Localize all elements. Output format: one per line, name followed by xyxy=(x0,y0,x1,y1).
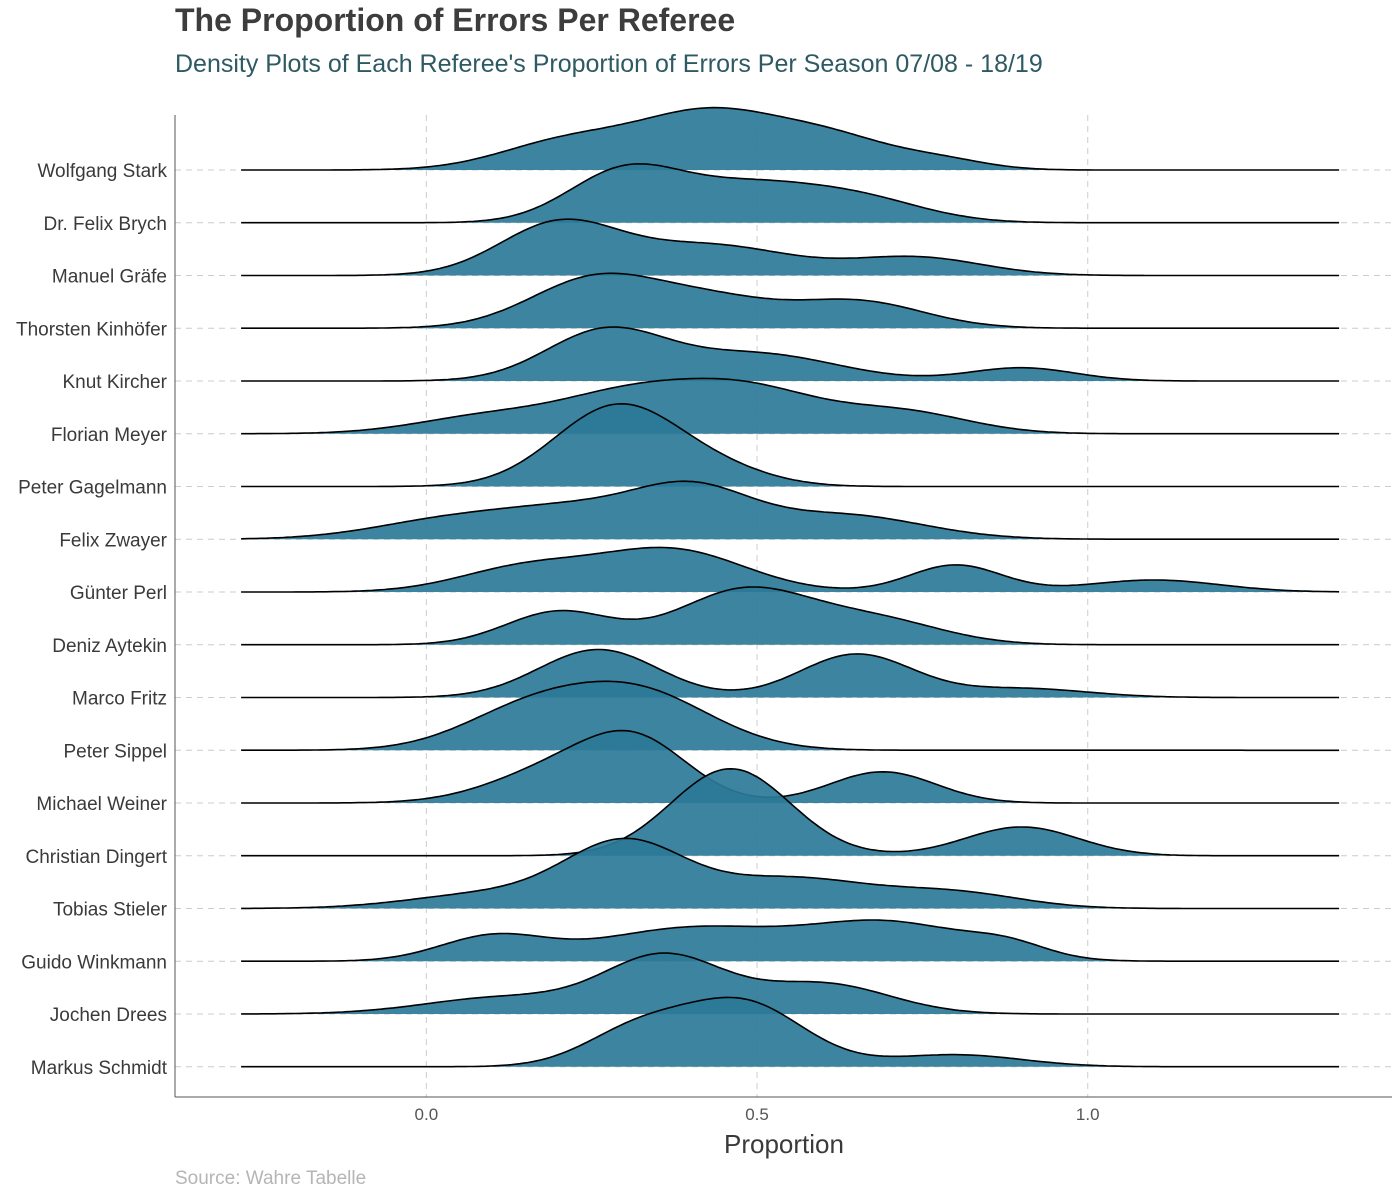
source-caption: Source: Wahre Tabelle xyxy=(175,1168,367,1189)
density-line xyxy=(241,272,1340,329)
density-line xyxy=(241,996,1340,1068)
density-line xyxy=(241,163,1340,224)
ridge-11 xyxy=(241,680,1340,752)
density-area xyxy=(241,768,1340,856)
density-area xyxy=(241,953,1340,1014)
ridge-12 xyxy=(241,729,1340,804)
y-tick-label: Felix Zwayer xyxy=(59,530,167,551)
y-tick-label: Florian Meyer xyxy=(51,425,168,446)
y-tick-label: Jochen Drees xyxy=(50,1005,167,1026)
y-tick-label: Guido Winkmann xyxy=(21,952,167,973)
density-line xyxy=(241,952,1340,1015)
y-tick-label: Knut Kircher xyxy=(62,372,167,393)
density-line xyxy=(241,402,1340,488)
density-line xyxy=(241,729,1340,804)
chart-subtitle: Density Plots of Each Referee's Proporti… xyxy=(175,50,1043,78)
density-line xyxy=(241,480,1340,540)
density-area xyxy=(241,587,1340,645)
ridge-14 xyxy=(241,837,1340,910)
ridge-9 xyxy=(241,586,1340,646)
y-tick-labels: Wolfgang Stark Dr. Felix Brych Manuel Gräf… xyxy=(16,161,168,1079)
ridge-10 xyxy=(241,648,1340,699)
ridge-2 xyxy=(241,218,1340,277)
ridge-3 xyxy=(241,272,1340,329)
ridge-13 xyxy=(241,767,1340,857)
y-tick-label: Wolfgang Stark xyxy=(37,161,167,182)
y-tick-label: Markus Schmidt xyxy=(31,1058,168,1079)
x-tick-label: 0.0 xyxy=(415,1105,439,1124)
y-tick-label: Dr. Felix Brych xyxy=(43,214,167,235)
y-tick-label: Manuel Gräfe xyxy=(52,267,167,288)
density-line xyxy=(241,919,1340,962)
density-area xyxy=(241,378,1340,434)
y-tick-label: Christian Dingert xyxy=(26,847,168,868)
density-area xyxy=(241,649,1340,698)
y-tick-label: Michael Weiner xyxy=(36,794,167,815)
ridge-16 xyxy=(241,952,1340,1015)
density-line xyxy=(241,837,1340,910)
y-tick-label: Günter Perl xyxy=(70,583,167,604)
ridge-7 xyxy=(241,480,1340,540)
density-line xyxy=(241,326,1340,382)
y-tick-label: Peter Sippel xyxy=(63,741,167,762)
density-area xyxy=(241,681,1340,751)
ridge-6 xyxy=(241,402,1340,488)
density-area xyxy=(241,730,1340,803)
density-area xyxy=(241,107,1340,170)
density-area xyxy=(241,838,1340,909)
density-line xyxy=(241,546,1340,593)
density-area xyxy=(241,273,1340,329)
x-tick-labels: 0.0 0.5 1.0 xyxy=(415,1105,1100,1124)
density-line xyxy=(241,767,1340,857)
density-area xyxy=(241,163,1340,223)
density-area xyxy=(241,219,1340,276)
density-line xyxy=(241,680,1340,752)
density-area xyxy=(241,997,1340,1067)
density-line xyxy=(241,218,1340,277)
y-tick-label: Thorsten Kinhöfer xyxy=(16,319,168,340)
ridge-15 xyxy=(241,919,1340,962)
ridge-4 xyxy=(241,326,1340,382)
x-tick-label: 0.5 xyxy=(745,1105,769,1124)
y-tick-label: Tobias Stieler xyxy=(53,900,168,921)
y-tick-label: Deniz Aytekin xyxy=(52,636,167,657)
density-line xyxy=(241,648,1340,699)
ridge-0 xyxy=(241,106,1340,171)
axes xyxy=(174,115,1392,1098)
ridge-5 xyxy=(241,377,1340,435)
density-area xyxy=(241,327,1340,381)
density-area xyxy=(241,920,1340,962)
density-area xyxy=(241,481,1340,540)
density-line xyxy=(241,586,1340,646)
chart-title: The Proportion of Errors Per Referee xyxy=(175,2,736,38)
ridge-1 xyxy=(241,163,1340,224)
ridge-17 xyxy=(241,996,1340,1068)
x-axis-title: Proportion xyxy=(724,1129,844,1159)
density-line xyxy=(241,377,1340,435)
density-area xyxy=(241,547,1340,592)
density-line xyxy=(241,106,1340,171)
y-tick-label: Peter Gagelmann xyxy=(18,478,167,499)
y-tick-label: Marco Fritz xyxy=(72,689,167,710)
ridges xyxy=(241,106,1340,1068)
x-tick-label: 1.0 xyxy=(1076,1105,1100,1124)
ridge-8 xyxy=(241,546,1340,593)
